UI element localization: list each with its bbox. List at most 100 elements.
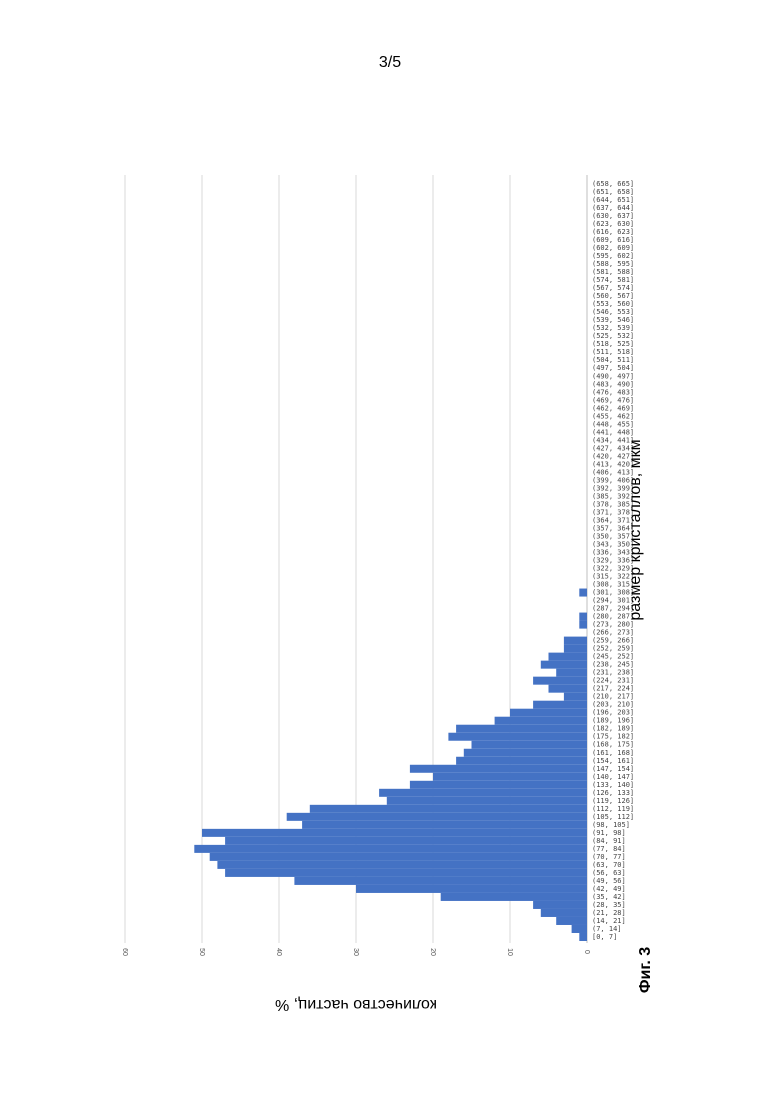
category-tick-label: (448, 455] [592,420,634,428]
bar [579,621,587,629]
category-tick-label: (462, 469] [592,404,634,412]
category-tick-label: (567, 574] [592,284,634,292]
bar [387,797,587,805]
category-tick-label: (532, 539] [592,324,634,332]
bar [456,725,587,733]
category-tick-label: (238, 245] [592,661,634,669]
category-tick-label: (273, 280] [592,621,634,629]
bar [579,613,587,621]
bar [564,637,587,645]
category-tick-label: (14, 21] [592,917,626,925]
category-tick-label: (203, 210] [592,701,634,709]
bar [433,773,587,781]
category-tick-label: (42, 49] [592,885,626,893]
category-tick-label: (126, 133] [592,789,634,797]
bar [225,837,587,845]
category-tick-label: (546, 553] [592,308,634,316]
value-tick-label: 20 [429,948,436,956]
bar [579,933,587,941]
category-tick-label: (28, 35] [592,901,626,909]
category-tick-label: (133, 140] [592,781,634,789]
bar [549,653,588,661]
bar [356,885,587,893]
category-tick-label: (35, 42] [592,893,626,901]
bars [194,589,587,941]
category-tick-label: (7, 14] [592,925,622,933]
bar [556,669,587,677]
bar [549,685,588,693]
bar [302,821,587,829]
category-tick-label: (658, 665] [592,180,634,188]
bar [556,917,587,925]
category-tick-label: (217, 224] [592,685,634,693]
category-tick-label: (77, 84] [592,845,626,853]
category-tick-label: (609, 616] [592,236,634,244]
category-tick-label: (70, 77] [592,853,626,861]
y-axis-label: количество частиц, % [275,996,437,1013]
category-tick-label: (504, 511] [592,356,634,364]
category-tick-label: (490, 497] [592,372,634,380]
bar [210,853,587,861]
category-tick-label: (539, 546] [592,316,634,324]
bar [379,789,587,797]
category-tick-label: (231, 238] [592,669,634,677]
category-tick-label: (455, 462] [592,412,634,420]
bar [448,733,587,741]
category-tick-label: (469, 476] [592,396,634,404]
category-tick-label: (581, 588] [592,268,634,276]
value-tick-label: 10 [506,948,513,956]
category-tick-label: (560, 567] [592,292,634,300]
category-tick-label: (266, 273] [592,629,634,637]
category-tick-label: (105, 112] [592,813,634,821]
category-tick-label: (553, 560] [592,300,634,308]
category-tick-label: (140, 147] [592,773,634,781]
bar [294,877,587,885]
category-tick-label: (168, 175] [592,741,634,749]
category-tick-label: (644, 651] [592,196,634,204]
category-tick-label: (252, 259] [592,645,634,653]
category-tick-label: (63, 70] [592,861,626,869]
category-tick-label: (224, 231] [592,677,634,685]
bar [541,909,587,917]
category-tick-label: (56, 63] [592,869,626,877]
category-tick-label: (525, 532] [592,332,634,340]
category-tick-label: (119, 126] [592,797,634,805]
category-tick-label: (651, 658] [592,188,634,196]
category-tick-label: (84, 91] [592,837,626,845]
category-tick-label: (630, 637] [592,212,634,220]
bar [441,893,587,901]
category-tick-label: (91, 98] [592,829,626,837]
category-tick-label: (112, 119] [592,805,634,813]
value-tick-label: 40 [275,948,282,956]
category-tick-label: (595, 602] [592,252,634,260]
value-tick-label: 0 [583,950,590,954]
bar [217,861,587,869]
category-tick-label: (483, 490] [592,380,634,388]
bar [579,589,587,597]
value-tick-label: 30 [352,948,359,956]
bar [533,677,587,685]
category-tick-label: (196, 203] [592,709,634,717]
category-tick-label: (259, 266] [592,637,634,645]
bar [564,693,587,701]
bar [410,781,587,789]
category-tick-label: (175, 182] [592,733,634,741]
category-tick-label: (574, 581] [592,276,634,284]
bar [472,741,588,749]
category-tick-label: (161, 168] [592,749,634,757]
bar [464,749,587,757]
value-tick-label: 50 [198,948,205,956]
bar [541,661,587,669]
bar [310,805,587,813]
category-tick-label: (49, 56] [592,877,626,885]
bar [533,701,587,709]
category-tick-label: (147, 154] [592,765,634,773]
value-tick-labels: 0102030405060 [121,948,590,956]
bar [225,869,587,877]
category-tick-label: (182, 189] [592,725,634,733]
category-tick-label: (637, 644] [592,204,634,212]
category-tick-label: (602, 609] [592,244,634,252]
bar [287,813,587,821]
bar [202,829,587,837]
